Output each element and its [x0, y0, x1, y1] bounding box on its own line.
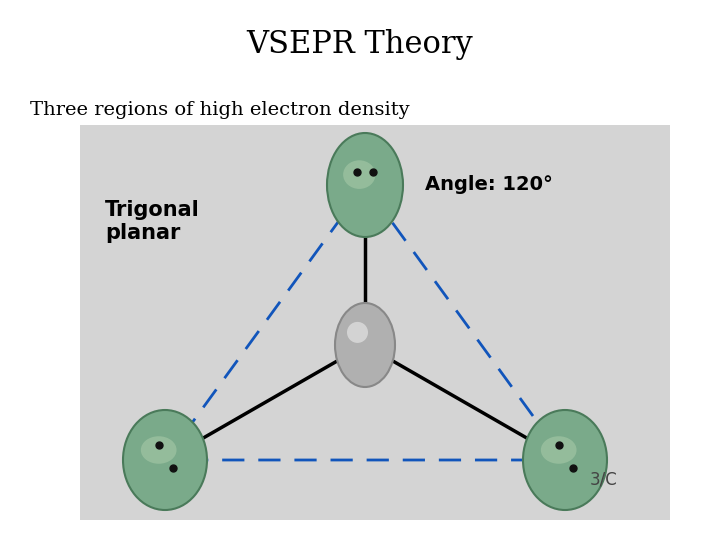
- Text: VSEPR Theory: VSEPR Theory: [247, 30, 473, 60]
- Text: Angle: 120°: Angle: 120°: [425, 176, 553, 194]
- Text: Three regions of high electron density: Three regions of high electron density: [30, 101, 410, 119]
- Text: Trigonal
planar: Trigonal planar: [105, 200, 199, 243]
- Ellipse shape: [141, 436, 176, 464]
- Ellipse shape: [327, 133, 403, 237]
- Ellipse shape: [123, 410, 207, 510]
- Ellipse shape: [541, 436, 577, 464]
- Ellipse shape: [335, 303, 395, 387]
- Ellipse shape: [343, 160, 375, 189]
- Ellipse shape: [523, 410, 607, 510]
- Ellipse shape: [347, 322, 368, 343]
- Text: 3/C: 3/C: [590, 471, 618, 489]
- Bar: [80, 125, 670, 520]
